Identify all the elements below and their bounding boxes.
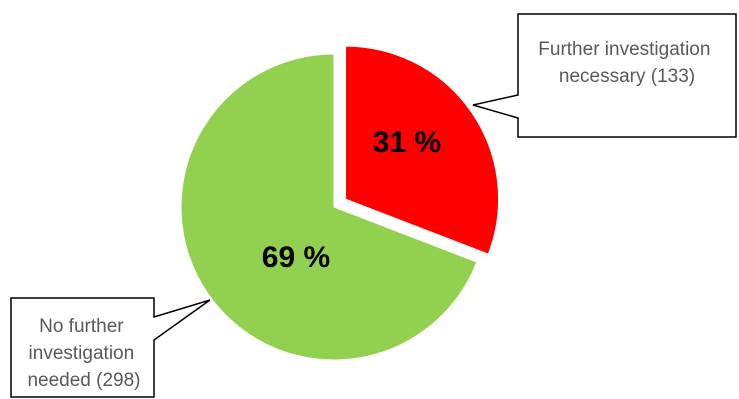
callout-text-no-further: No further investigation needed (298)	[27, 316, 140, 391]
slice-percent-label-no-further: 69 %	[262, 241, 330, 274]
callout-line: investigation	[29, 343, 135, 364]
callout-line: Further investigation	[538, 39, 710, 60]
slice-percent-label-further: 31 %	[373, 126, 441, 159]
callout-line: No further	[39, 316, 124, 337]
callout-line: needed (298)	[27, 370, 140, 391]
callout-line: necessary (133)	[559, 66, 695, 87]
